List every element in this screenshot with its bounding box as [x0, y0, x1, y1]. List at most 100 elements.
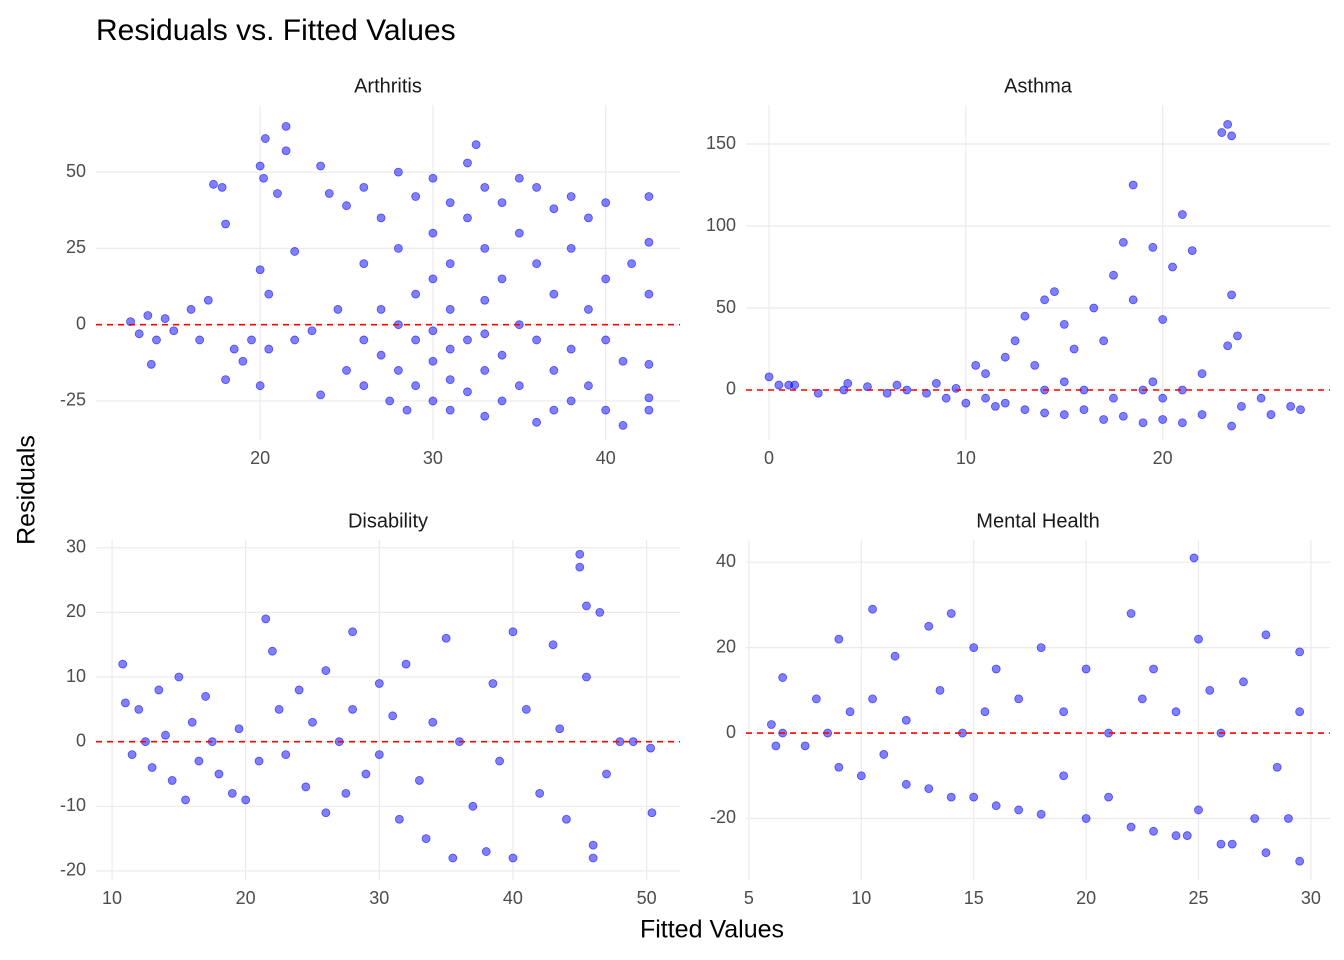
- point: [566, 192, 576, 201]
- point: [1099, 336, 1109, 346]
- point: [1059, 771, 1069, 781]
- point: [227, 788, 237, 798]
- point: [555, 724, 565, 734]
- point: [146, 359, 156, 369]
- x-tick-label: 30: [369, 888, 389, 908]
- point: [411, 192, 421, 201]
- point: [924, 621, 934, 631]
- point: [1040, 295, 1049, 305]
- point: [1089, 303, 1099, 313]
- point: [376, 350, 386, 360]
- point: [143, 311, 153, 320]
- point: [480, 411, 490, 421]
- point: [931, 379, 941, 388]
- point: [941, 393, 951, 403]
- point: [1109, 270, 1118, 280]
- point: [618, 420, 628, 430]
- point: [1010, 336, 1020, 346]
- y-tick-label: -20: [710, 807, 736, 827]
- y-tick-label: 0: [726, 379, 736, 399]
- point: [532, 417, 541, 427]
- point: [255, 381, 265, 391]
- point: [969, 643, 979, 653]
- point: [778, 673, 788, 682]
- point: [990, 401, 1000, 411]
- point: [1014, 694, 1024, 704]
- point: [601, 405, 611, 415]
- point: [1040, 408, 1049, 418]
- x-tick-label: 10: [851, 888, 871, 908]
- y-tick-label: 20: [66, 601, 86, 621]
- point: [294, 685, 304, 695]
- point: [480, 366, 490, 375]
- point: [201, 692, 210, 701]
- point: [264, 344, 274, 354]
- point: [532, 335, 541, 345]
- x-tick-label: 20: [236, 888, 256, 908]
- point: [1261, 848, 1271, 858]
- point: [428, 356, 438, 366]
- point: [428, 228, 438, 238]
- y-tick-label: 20: [716, 636, 736, 656]
- point: [1227, 290, 1236, 300]
- y-axis-title: Residuals: [13, 435, 41, 545]
- point: [401, 659, 411, 669]
- point: [843, 379, 853, 388]
- point: [951, 383, 961, 393]
- point: [647, 808, 657, 818]
- y-tick-label: 25: [66, 237, 86, 257]
- point: [1059, 410, 1069, 419]
- point: [566, 344, 576, 354]
- point: [1266, 410, 1276, 419]
- point: [1081, 664, 1091, 674]
- point: [1223, 341, 1233, 351]
- point: [154, 685, 164, 695]
- point: [281, 750, 291, 760]
- point: [508, 627, 518, 637]
- point: [445, 375, 455, 384]
- point: [1014, 805, 1024, 815]
- point: [969, 792, 979, 802]
- point: [361, 769, 371, 779]
- point: [1189, 553, 1199, 563]
- point: [584, 381, 593, 391]
- point: [1194, 634, 1203, 644]
- point: [497, 350, 507, 360]
- point: [924, 784, 934, 793]
- y-tick-label: -20: [60, 860, 86, 880]
- point: [324, 189, 334, 198]
- point: [376, 213, 386, 223]
- point: [1171, 707, 1181, 717]
- point: [582, 601, 591, 611]
- point: [1158, 415, 1168, 424]
- point: [764, 372, 774, 382]
- point: [321, 666, 331, 675]
- point: [1171, 831, 1181, 840]
- point: [549, 366, 559, 375]
- point: [532, 182, 541, 192]
- point: [845, 707, 855, 717]
- point: [1079, 405, 1089, 415]
- point: [121, 698, 130, 708]
- point: [1036, 643, 1046, 653]
- point: [1295, 856, 1305, 866]
- point: [471, 140, 481, 150]
- point: [868, 694, 877, 704]
- point: [521, 704, 531, 714]
- point: [445, 259, 455, 269]
- point: [480, 182, 490, 192]
- point: [217, 182, 227, 192]
- point: [480, 295, 490, 305]
- point: [152, 335, 161, 345]
- point: [1069, 344, 1079, 354]
- point: [1118, 411, 1128, 421]
- point: [495, 756, 504, 766]
- point: [445, 405, 455, 415]
- y-tick-label: 0: [76, 730, 86, 750]
- point: [463, 335, 472, 345]
- y-tick-label: 40: [716, 551, 736, 571]
- point: [1272, 762, 1282, 772]
- point: [1000, 352, 1010, 362]
- point: [274, 704, 284, 714]
- point: [411, 381, 421, 391]
